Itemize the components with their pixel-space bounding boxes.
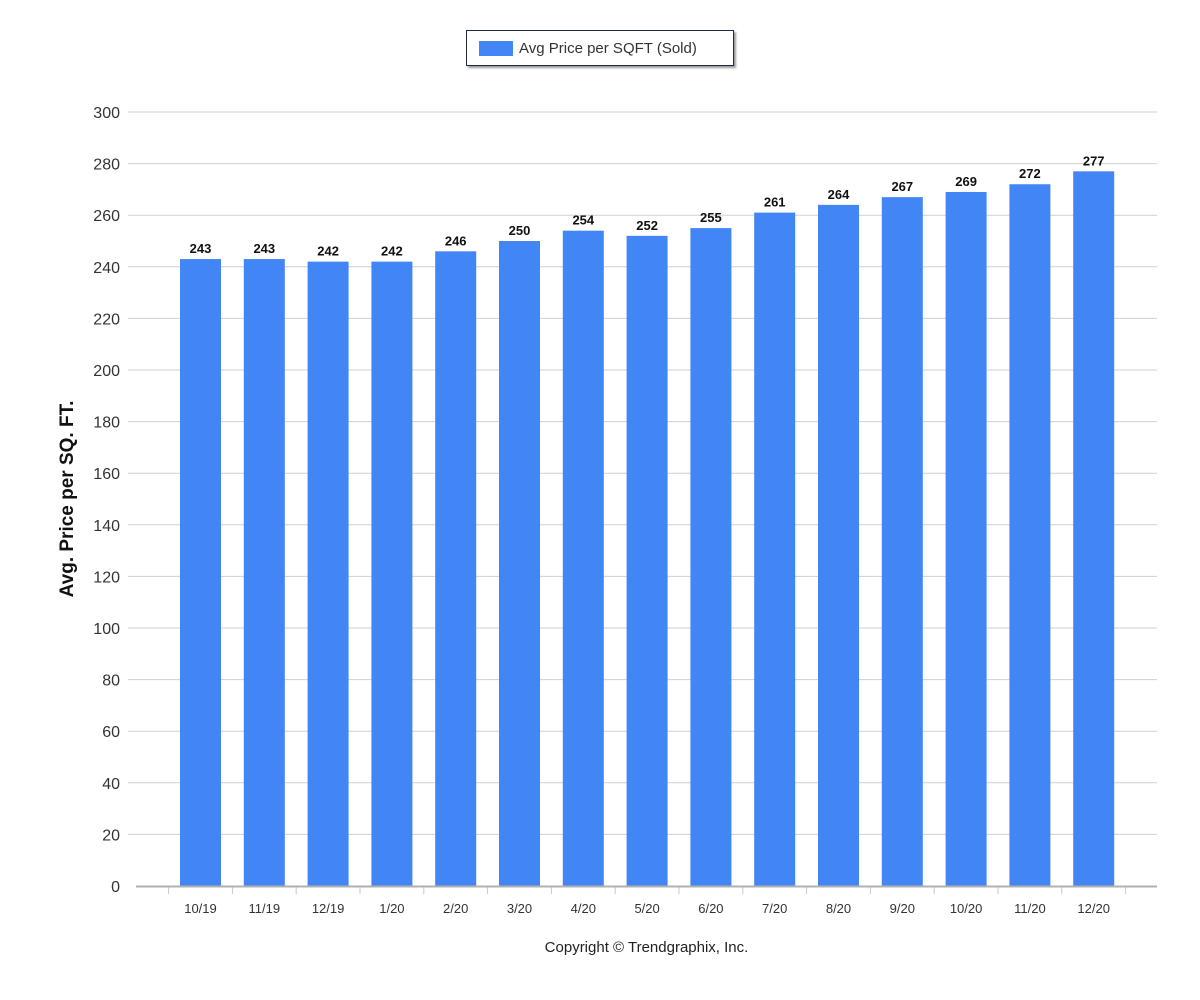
y-tick-label: 260 [93,208,120,225]
bar[interactable] [1009,184,1051,887]
y-tick-label: 160 [93,466,120,483]
data-label: 243 [190,241,212,256]
x-tick-label: 7/20 [762,901,787,916]
y-tick-label: 80 [102,673,120,690]
x-tick-label: 10/19 [184,901,217,916]
data-label: 264 [828,187,850,202]
y-tick-label: 120 [93,569,120,586]
y-tick-label: 40 [102,776,120,793]
bar[interactable] [1073,171,1115,887]
legend-swatch [479,40,513,56]
data-label: 272 [1019,166,1041,181]
data-label: 254 [572,213,594,228]
x-tick-label: 3/20 [507,901,532,916]
bar[interactable] [562,230,604,886]
data-label: 255 [700,210,722,225]
bar[interactable] [881,197,923,886]
data-label: 242 [317,244,339,259]
bar[interactable] [243,259,285,886]
y-axis-title: Avg. Price per SQ. FT. [57,401,78,598]
copyright-text: Copyright © Trendgraphix, Inc. [544,939,749,956]
y-tick-label: 280 [93,157,120,174]
y-tick-label: 300 [93,105,120,122]
bar[interactable] [180,259,221,886]
bar[interactable] [754,212,796,886]
x-tick-label: 8/20 [826,901,851,916]
bar[interactable] [945,191,987,887]
bar[interactable] [371,261,413,886]
x-tick-label: 6/20 [698,901,723,916]
bar[interactable] [499,241,540,886]
x-tick-label: 4/20 [571,901,596,916]
x-tick-label: 11/20 [1014,901,1046,916]
y-tick-label: 140 [93,518,120,535]
y-tick-label: 240 [93,260,120,277]
legend-label: Avg Price per SQFT (Sold) [519,39,697,57]
x-tick-label: 11/19 [249,901,281,916]
data-label: 277 [1083,153,1105,168]
x-tick-label: 2/20 [443,901,468,916]
x-tick-label: 12/19 [312,901,345,916]
chart-legend: Avg Price per SQFT (Sold) [466,30,734,66]
bar[interactable] [435,251,477,886]
bar[interactable] [307,261,349,886]
x-tick-label: 12/20 [1077,901,1110,916]
y-tick-label: 180 [93,415,120,432]
x-axis-ticks: 10/19 11/19 12/19 1/20 2/20 3/20 4/20 5/20 6/20 7… [168,886,1127,916]
x-tick-label: 1/20 [379,901,404,916]
x-tick-label: 10/20 [950,901,983,916]
data-label: 246 [445,233,467,248]
y-tick-label: 0 [111,879,120,896]
data-label: 269 [955,174,977,189]
y-axis-ticks: 0 20 40 60 80 100 120 140 160 180 200 220 240 260 280 3… [93,105,120,896]
y-tick-label: 20 [102,827,120,844]
bars [180,171,1115,887]
bar[interactable] [818,204,859,886]
y-tick-label: 220 [93,311,120,328]
y-tick-label: 200 [93,363,120,380]
data-label: 267 [891,179,913,194]
data-labels: 243 243 242 242 246 250 254 252 255 261 264 267 269 2… [190,153,1105,258]
data-label: 242 [381,244,403,259]
data-label: 250 [509,223,531,238]
x-tick-label: 5/20 [634,901,659,916]
bar[interactable] [690,228,732,887]
y-tick-label: 100 [93,621,120,638]
data-label: 261 [764,195,786,210]
data-label: 252 [636,218,658,233]
y-tick-label: 60 [102,724,120,741]
x-tick-label: 9/20 [890,901,915,916]
bar[interactable] [626,235,668,887]
data-label: 243 [253,241,275,256]
